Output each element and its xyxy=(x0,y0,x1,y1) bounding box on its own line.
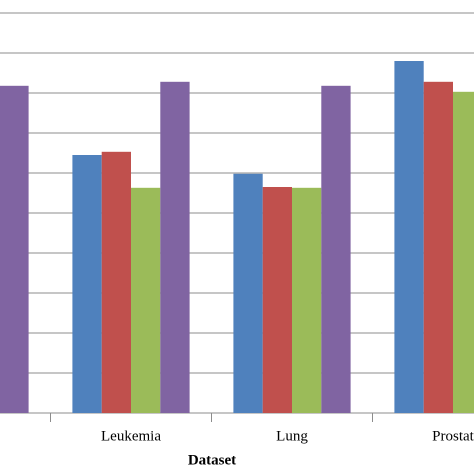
bar xyxy=(453,91,474,414)
bar xyxy=(292,187,322,413)
x-axis-title: Dataset xyxy=(188,452,236,468)
bar xyxy=(72,155,102,413)
bar xyxy=(321,85,351,414)
bar xyxy=(101,151,131,414)
bar xyxy=(394,61,424,413)
bar xyxy=(423,81,453,414)
x-tick-label: Prostat xyxy=(432,428,474,444)
bar xyxy=(160,81,190,414)
bar xyxy=(131,187,161,413)
bar xyxy=(262,187,292,413)
bar xyxy=(233,173,263,413)
x-tick-label: Lung xyxy=(276,428,308,444)
bar xyxy=(0,85,29,414)
x-tick-label: Leukemia xyxy=(101,428,161,444)
